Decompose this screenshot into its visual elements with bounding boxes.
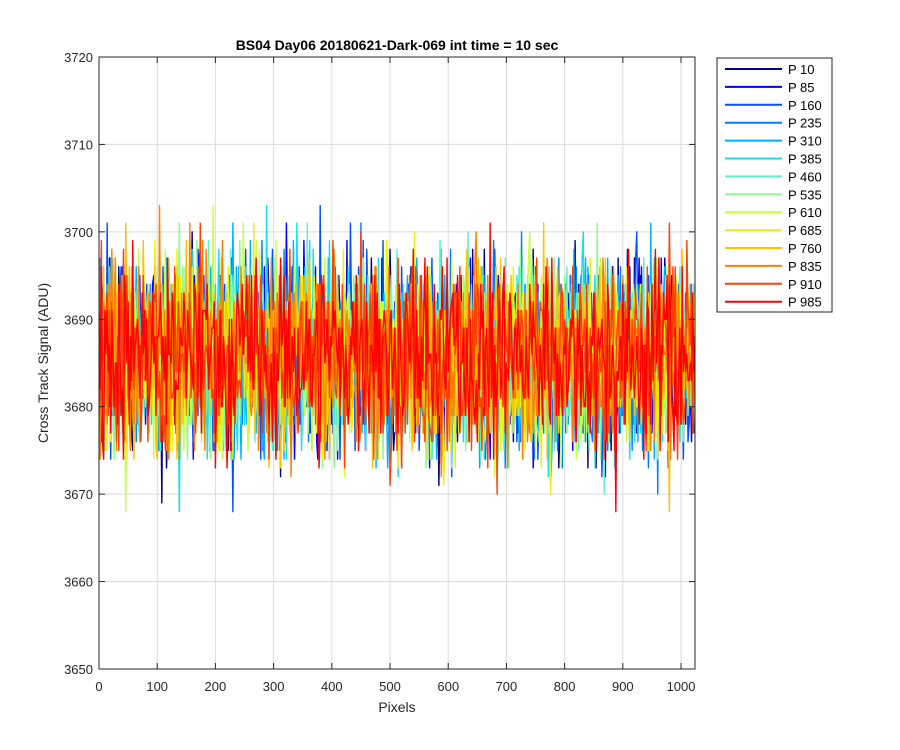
y-tick-label: 3650	[64, 662, 93, 677]
legend-entry: P 160	[788, 98, 822, 113]
legend-entry: P 685	[788, 223, 822, 238]
x-tick-label: 900	[612, 679, 634, 694]
x-tick-label: 600	[437, 679, 459, 694]
legend: P 10 P 85 P 160 P 235 P 310 P 385 P 460 P 535 P …	[716, 57, 833, 313]
legend-entry: P 310	[788, 134, 822, 149]
y-tick-label: 3660	[64, 575, 93, 590]
legend-box	[716, 57, 833, 313]
x-axis: 0 100 200 300 400 500 600 700 800 900 1000	[95, 57, 695, 694]
x-tick-label: 800	[554, 679, 576, 694]
legend-entry: P 985	[788, 295, 822, 310]
x-axis-label: Pixels	[378, 699, 415, 715]
x-tick-label: 200	[205, 679, 227, 694]
legend-entry: P 10	[788, 62, 815, 77]
legend-entry: P 835	[788, 259, 822, 274]
legend-entry: P 610	[788, 205, 822, 220]
x-tick-label: 700	[496, 679, 518, 694]
series-line-p985	[99, 222, 695, 513]
y-axis-label: Cross Track Signal (ADU)	[35, 283, 51, 443]
legend-entry: P 910	[788, 277, 822, 292]
legend-entry: P 535	[788, 187, 822, 202]
x-tick-label: 1000	[667, 679, 696, 694]
x-tick-label: 0	[95, 679, 102, 694]
legend-entry: P 385	[788, 152, 822, 167]
y-tick-label: 3710	[64, 137, 93, 152]
y-axis: 3650 3660 3670 3680 3690 3700 3710 3720	[64, 50, 695, 677]
plot-border	[98, 56, 696, 670]
y-tick-label: 3680	[64, 400, 93, 415]
legend-entry: P 760	[788, 241, 822, 256]
x-tick-label: 300	[263, 679, 285, 694]
legend-entry: P 460	[788, 169, 822, 184]
y-tick-label: 3700	[64, 225, 93, 240]
chart-title: BS04 Day06 20180621-Dark-069 int time = …	[236, 37, 559, 53]
legend-entry: P 235	[788, 116, 822, 131]
y-tick-label: 3720	[64, 50, 93, 65]
series-layer	[99, 204, 695, 513]
legend-entry: P 85	[788, 80, 815, 95]
x-tick-label: 500	[379, 679, 401, 694]
x-tick-label: 100	[146, 679, 168, 694]
x-tick-label: 400	[321, 679, 343, 694]
y-tick-label: 3690	[64, 312, 93, 327]
y-tick-label: 3670	[64, 487, 93, 502]
